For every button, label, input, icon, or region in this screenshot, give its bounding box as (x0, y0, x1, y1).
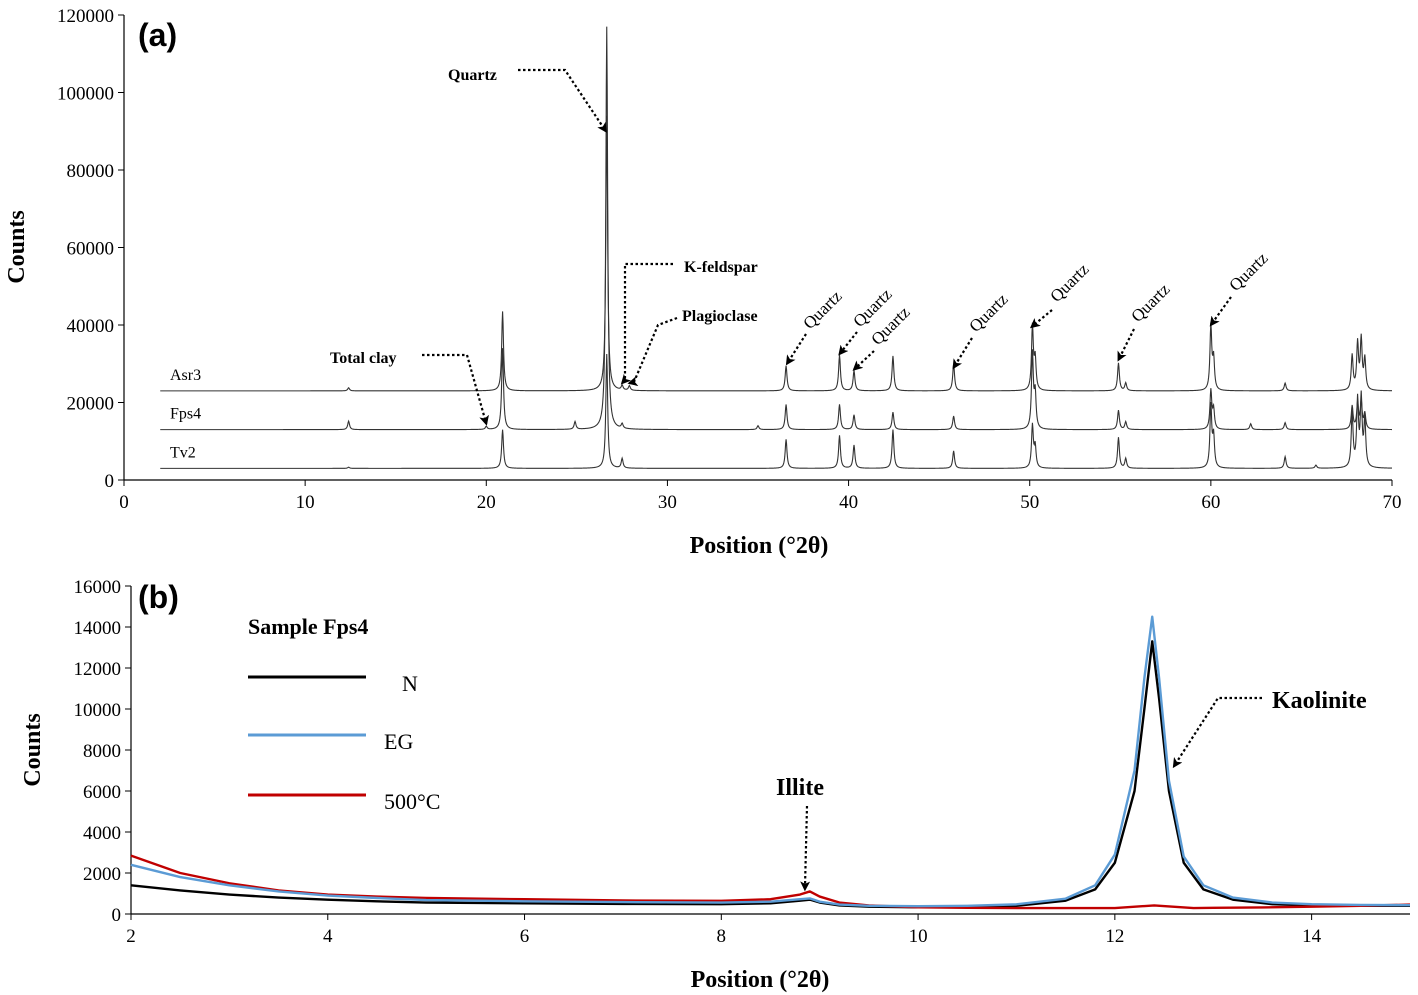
panel-b-y-tick-label: 2000 (83, 864, 121, 885)
annotation-arrow (518, 68, 607, 133)
panel-b-y-tick-label: 0 (112, 905, 122, 926)
annotation-label: Kaolinite (1272, 688, 1367, 714)
series-asr3-line (160, 115, 1392, 392)
legend-label: 500°C (384, 789, 440, 814)
panel-a-y-tick-label: 0 (105, 471, 115, 492)
panel-b-annotations: Illite Kaolinite (776, 688, 1367, 892)
annotation-label: Quartz (448, 67, 497, 84)
annotation-arrow (1029, 309, 1053, 329)
panel-b-y-tick-label: 4000 (83, 823, 121, 844)
series-eg-line (130, 615, 1411, 908)
legend-item-n: N (248, 671, 418, 696)
panel-b-x-tick-label: 6 (520, 926, 530, 947)
panel-a-x-tick-label: 10 (296, 492, 315, 513)
annotation-arrow (620, 262, 673, 385)
panel-a-y-tick-label: 120000 (57, 6, 114, 27)
legend-title: Sample Fps4 (248, 614, 368, 639)
panel-b-x-tick-label: 2 (126, 926, 136, 947)
annotation-label: Quartz (1127, 279, 1173, 325)
panel-a-y-tick-label: 100000 (57, 84, 114, 105)
legend-label: EG (384, 729, 413, 754)
panel-a-y-tick-label: 20000 (67, 394, 115, 415)
panel-a-x-tick-label: 0 (119, 492, 129, 513)
annotation-label: Plagioclase (682, 308, 758, 325)
panel-b-x-tick-label: 14 (1302, 926, 1322, 947)
panel-b-x-axis-title: Position (°2θ) (691, 967, 830, 993)
panel-b-x-tick-label: 4 (323, 926, 333, 947)
annotation-arrow (838, 331, 858, 356)
series-tv2-label: Tv2 (170, 444, 196, 461)
panel-a-series: Asr3 Fps4 Tv2 (160, 26, 1392, 469)
panel-a-x-tick-label: 30 (658, 492, 677, 513)
annotation-arrow (952, 337, 973, 370)
panel-a-x-tick-label: 40 (839, 492, 858, 513)
annotation-arrow (1172, 696, 1262, 769)
annotation-arrow (800, 805, 811, 892)
series-fps4-label: Fps4 (170, 406, 201, 423)
panel-b-y-axis-title: Counts (20, 713, 46, 786)
annotation-arrow (1209, 296, 1232, 327)
annotation-label: Quartz (1225, 248, 1271, 294)
panel-b: (b) 2 4 6 8 10 12 14 0 2000 4000 6000 8000 10000 1200… (20, 577, 1411, 993)
series-500c-line (130, 854, 1411, 910)
annotation-label: K-feldspar (684, 259, 758, 276)
panel-a-y-tick-label: 80000 (67, 161, 115, 182)
annotation-label: Quartz (965, 289, 1011, 335)
panel-a-y-axis-title: Counts (4, 210, 30, 283)
panel-b-y-tick-label: 6000 (83, 782, 121, 803)
panel-a-x-tick-label: 60 (1201, 492, 1220, 513)
panel-b-series (130, 615, 1411, 910)
panel-a-axes: 0 10 20 30 40 50 60 70 0 20000 40000 60000 80000 1000… (57, 6, 1402, 513)
annotation-label: Illite (776, 775, 824, 801)
panel-a-x-tick-label: 20 (477, 492, 496, 513)
panel-a: (a) 0 10 20 30 40 50 60 70 0 20000 40000 60000 80000… (4, 6, 1402, 559)
panel-a-x-tick-label: 50 (1020, 492, 1039, 513)
legend-label: N (402, 671, 418, 696)
panel-b-x-tick-label: 8 (717, 926, 727, 947)
panel-b-x-tick-label: 10 (909, 926, 928, 947)
legend-item-eg: EG (248, 729, 413, 754)
annotation-arrow (785, 333, 807, 366)
panel-a-x-tick-label: 70 (1383, 492, 1402, 513)
panel-b-axes: 2 4 6 8 10 12 14 0 2000 4000 6000 8000 10000 12000 140… (74, 577, 1410, 947)
annotation-arrow (422, 353, 489, 426)
annotation-label: Quartz (799, 286, 845, 332)
series-fps4-line (160, 26, 1392, 431)
panel-a-y-tick-label: 60000 (67, 239, 115, 260)
legend-item-500c: 500°C (248, 789, 440, 814)
panel-a-y-tick-label: 40000 (67, 316, 115, 337)
annotation-label: Total clay (330, 350, 397, 367)
series-tv2-line (160, 353, 1392, 469)
annotation-label: Quartz (1046, 259, 1092, 305)
panel-b-y-tick-label: 8000 (83, 741, 121, 762)
annotation-arrow (1117, 328, 1135, 362)
panel-a-label: (a) (138, 17, 177, 53)
panel-b-legend: Sample Fps4 N EG 500°C (248, 614, 440, 814)
panel-b-y-tick-label: 12000 (74, 659, 122, 680)
panel-b-y-tick-label: 10000 (74, 700, 122, 721)
annotation-arrow (627, 316, 678, 387)
panel-a-x-axis-title: Position (°2θ) (690, 533, 829, 559)
panel-b-label: (b) (138, 579, 179, 615)
panel-b-x-tick-label: 12 (1105, 926, 1124, 947)
panel-b-y-tick-label: 16000 (74, 577, 122, 598)
series-asr3-label: Asr3 (170, 367, 201, 384)
panel-b-y-tick-label: 14000 (74, 618, 122, 639)
annotation-arrow (852, 350, 875, 371)
panel-a-annotations: Quartz K-feldspar Plagioclase Total clay Qua… (330, 67, 1272, 426)
series-n-line (130, 640, 1410, 909)
